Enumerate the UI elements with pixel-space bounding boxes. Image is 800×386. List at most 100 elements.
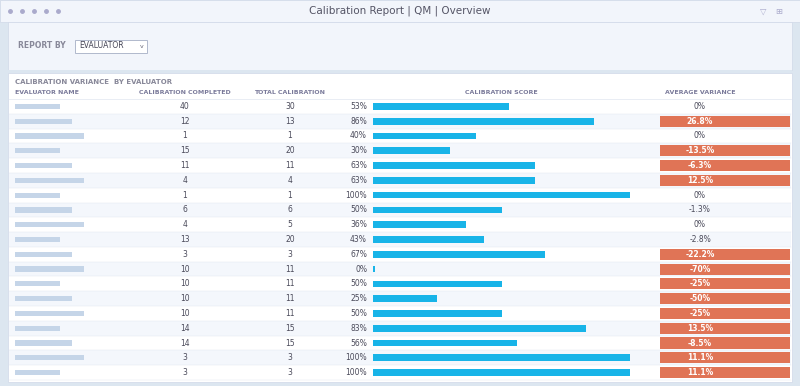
Text: 10: 10 — [180, 264, 190, 274]
FancyBboxPatch shape — [660, 278, 790, 290]
FancyBboxPatch shape — [15, 178, 84, 183]
Text: 11.1%: 11.1% — [687, 353, 713, 362]
FancyBboxPatch shape — [15, 104, 60, 109]
Text: 0%: 0% — [355, 264, 367, 274]
Text: 50%: 50% — [350, 279, 367, 288]
FancyBboxPatch shape — [15, 296, 72, 301]
Text: -13.5%: -13.5% — [686, 146, 714, 155]
Text: CALIBRATION VARIANCE  BY EVALUATOR: CALIBRATION VARIANCE BY EVALUATOR — [15, 79, 172, 85]
FancyBboxPatch shape — [9, 114, 791, 129]
FancyBboxPatch shape — [373, 310, 502, 317]
FancyBboxPatch shape — [9, 350, 791, 365]
FancyBboxPatch shape — [373, 207, 502, 213]
FancyBboxPatch shape — [660, 116, 790, 127]
Text: 25%: 25% — [350, 294, 367, 303]
Text: 6: 6 — [287, 205, 293, 214]
FancyBboxPatch shape — [9, 262, 791, 276]
FancyBboxPatch shape — [8, 22, 792, 70]
Text: 50%: 50% — [350, 205, 367, 214]
FancyBboxPatch shape — [15, 163, 72, 168]
FancyBboxPatch shape — [15, 207, 72, 213]
Text: 11: 11 — [286, 161, 294, 170]
Text: 4: 4 — [182, 220, 187, 229]
FancyBboxPatch shape — [0, 0, 800, 22]
FancyBboxPatch shape — [373, 133, 476, 139]
Text: EVALUATOR: EVALUATOR — [79, 42, 124, 51]
FancyBboxPatch shape — [373, 325, 586, 332]
FancyBboxPatch shape — [15, 148, 60, 153]
FancyBboxPatch shape — [15, 222, 84, 227]
Text: 3: 3 — [182, 250, 187, 259]
FancyBboxPatch shape — [15, 237, 60, 242]
Text: Calibration Report | QM | Overview: Calibration Report | QM | Overview — [310, 6, 490, 16]
FancyBboxPatch shape — [8, 73, 792, 382]
Text: 11: 11 — [286, 294, 294, 303]
FancyBboxPatch shape — [660, 145, 790, 156]
FancyBboxPatch shape — [373, 177, 535, 184]
Text: 4: 4 — [287, 176, 293, 185]
Text: -2.8%: -2.8% — [689, 235, 711, 244]
Text: CALIBRATION COMPLETED: CALIBRATION COMPLETED — [139, 90, 231, 95]
FancyBboxPatch shape — [9, 203, 791, 217]
FancyBboxPatch shape — [15, 193, 60, 198]
FancyBboxPatch shape — [9, 365, 791, 380]
FancyBboxPatch shape — [9, 217, 791, 232]
Text: 15: 15 — [180, 146, 190, 155]
FancyBboxPatch shape — [15, 326, 60, 331]
Text: 0%: 0% — [694, 191, 706, 200]
FancyBboxPatch shape — [9, 158, 791, 173]
Text: 0%: 0% — [694, 132, 706, 141]
Text: 20: 20 — [285, 235, 295, 244]
Text: 14: 14 — [180, 324, 190, 333]
FancyBboxPatch shape — [9, 188, 791, 203]
Text: 13: 13 — [180, 235, 190, 244]
Text: 4: 4 — [182, 176, 187, 185]
FancyBboxPatch shape — [75, 40, 147, 53]
FancyBboxPatch shape — [15, 281, 60, 286]
FancyBboxPatch shape — [373, 162, 535, 169]
Text: 100%: 100% — [346, 353, 367, 362]
Text: 67%: 67% — [350, 250, 367, 259]
Text: 15: 15 — [285, 324, 295, 333]
Text: 86%: 86% — [350, 117, 367, 126]
FancyBboxPatch shape — [8, 70, 792, 73]
Text: 100%: 100% — [346, 191, 367, 200]
Text: 5: 5 — [287, 220, 293, 229]
FancyBboxPatch shape — [373, 354, 630, 361]
FancyBboxPatch shape — [15, 252, 72, 257]
Text: AVERAGE VARIANCE: AVERAGE VARIANCE — [665, 90, 735, 95]
FancyBboxPatch shape — [660, 308, 790, 319]
Text: CALIBRATION SCORE: CALIBRATION SCORE — [465, 90, 538, 95]
FancyBboxPatch shape — [9, 321, 791, 336]
Text: -70%: -70% — [690, 264, 710, 274]
Text: 3: 3 — [182, 353, 187, 362]
FancyBboxPatch shape — [373, 251, 545, 257]
Text: 43%: 43% — [350, 235, 367, 244]
FancyBboxPatch shape — [15, 370, 60, 375]
Text: v: v — [140, 44, 144, 49]
FancyBboxPatch shape — [660, 160, 790, 171]
Text: 63%: 63% — [350, 176, 367, 185]
Text: 6: 6 — [182, 205, 187, 214]
Text: 30: 30 — [285, 102, 295, 111]
FancyBboxPatch shape — [15, 119, 72, 124]
FancyBboxPatch shape — [660, 264, 790, 274]
Text: -50%: -50% — [690, 294, 710, 303]
Text: 1: 1 — [182, 191, 187, 200]
FancyBboxPatch shape — [15, 340, 72, 345]
FancyBboxPatch shape — [660, 175, 790, 186]
Text: 15: 15 — [285, 339, 295, 347]
FancyBboxPatch shape — [660, 337, 790, 349]
Text: 3: 3 — [182, 368, 187, 377]
FancyBboxPatch shape — [15, 311, 84, 316]
Text: 3: 3 — [287, 368, 293, 377]
FancyBboxPatch shape — [373, 281, 502, 287]
Text: 1: 1 — [288, 132, 292, 141]
Text: 0%: 0% — [694, 220, 706, 229]
Text: 63%: 63% — [350, 161, 367, 170]
FancyBboxPatch shape — [9, 291, 791, 306]
Text: 1: 1 — [288, 191, 292, 200]
FancyBboxPatch shape — [373, 103, 510, 110]
FancyBboxPatch shape — [373, 295, 438, 302]
FancyBboxPatch shape — [373, 222, 466, 228]
